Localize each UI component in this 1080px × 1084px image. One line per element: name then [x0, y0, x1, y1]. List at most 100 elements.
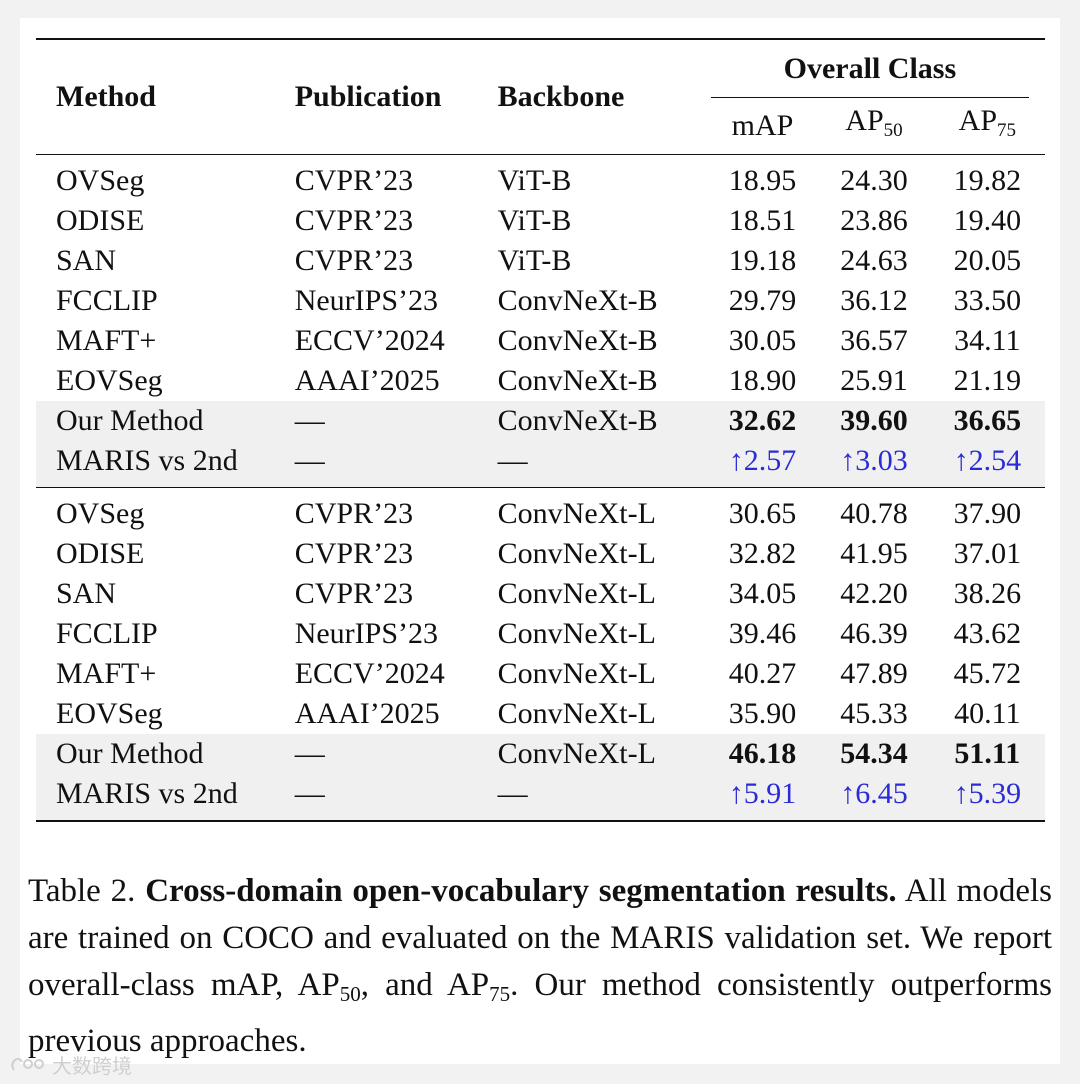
cell-ap50: 24.63 [840, 244, 908, 277]
cell-map: ↑2.57 [706, 441, 819, 488]
table-row-improvement: MARIS vs 2nd — — ↑2.57 ↑3.03 ↑2.54 [36, 441, 1045, 488]
cell-ap50: 47.89 [840, 657, 908, 690]
watermark-logo-icon [11, 1057, 44, 1071]
cell-publication: — [294, 774, 498, 821]
caption-text-1: All models are trained on COCO and evalu… [28, 873, 1052, 1003]
watermark-text: 大数跨境 [52, 1054, 132, 1078]
cell-method: ODISE [56, 537, 145, 570]
watermark: 大数跨境 [8, 1050, 132, 1079]
table-block-base: OVSeg CVPR’23 ViT-B 18.95 24.30 19.82 OD… [36, 155, 1045, 488]
table-row: SAN CVPR’23 ViT-B 19.18 24.63 20.05 [36, 241, 1045, 281]
cell-publication: — [294, 401, 498, 441]
cell-map: 30.65 [728, 497, 797, 530]
cell-ap75: 19.40 [953, 204, 1022, 237]
cell-method: MARIS vs 2nd [36, 441, 295, 488]
cell-method: SAN [56, 244, 117, 277]
header-overall-class: Overall Class [707, 39, 1045, 98]
cell-backbone: ConvNeXt-L [497, 537, 656, 570]
cell-ap75: 33.50 [953, 284, 1022, 317]
cell-backbone: ConvNeXt-B [497, 284, 658, 317]
table-row: EOVSeg AAAI’2025 ConvNeXt-L 35.90 45.33 … [36, 694, 1045, 734]
cell-map: 46.18 [706, 734, 819, 774]
cell-map: 40.27 [728, 657, 797, 690]
cell-backbone: ConvNeXt-L [497, 697, 656, 730]
cell-backbone: ConvNeXt-L [497, 734, 707, 774]
cell-ap50: 39.60 [818, 401, 930, 441]
cell-map: 32.82 [728, 537, 797, 570]
cell-method: SAN [56, 577, 117, 610]
cell-publication: ECCV’2024 [294, 324, 445, 357]
table-caption: Table 2. Cross-domain open-vocabulary se… [28, 868, 1052, 1065]
header-ap50: AP50 [818, 98, 929, 155]
cell-ap75: 19.82 [953, 164, 1022, 197]
cell-backbone: ConvNeXt-B [497, 401, 707, 441]
header-ap75: AP75 [930, 98, 1045, 155]
cell-map: 39.46 [728, 617, 797, 650]
cell-ap50: 36.57 [840, 324, 908, 357]
cell-backbone: ViT-B [497, 164, 572, 197]
cell-ap50: 45.33 [840, 697, 908, 730]
table-row: MAFT+ ECCV’2024 ConvNeXt-L 40.27 47.89 4… [36, 654, 1045, 694]
cell-map: 18.95 [728, 164, 797, 197]
cell-method: FCCLIP [56, 284, 158, 317]
cell-publication: AAAI’2025 [294, 364, 440, 397]
cell-backbone: ConvNeXt-L [497, 577, 656, 610]
caption-text-3: . Our method consistently outperforms pr… [28, 967, 1052, 1059]
cell-ap50: 41.95 [840, 537, 908, 570]
cell-ap50: 36.12 [840, 284, 908, 317]
table-row: ODISE CVPR’23 ViT-B 18.51 23.86 19.40 [36, 201, 1045, 241]
table-row: OVSeg CVPR’23 ConvNeXt-L 30.65 40.78 37.… [36, 488, 1045, 535]
header-ap75-sub: 75 [997, 120, 1017, 141]
cell-ap50: 46.39 [840, 617, 908, 650]
cell-publication: NeurIPS’23 [294, 284, 439, 317]
cell-backbone: — [497, 774, 707, 821]
cell-ap75: 20.05 [953, 244, 1022, 277]
cell-backbone: ViT-B [497, 244, 572, 277]
cell-ap75: 37.01 [953, 537, 1022, 570]
cell-method: EOVSeg [56, 364, 163, 397]
cell-map: 18.51 [728, 204, 797, 237]
cell-map: ↑5.91 [706, 774, 819, 821]
cell-publication: CVPR’23 [294, 537, 414, 570]
cell-backbone: — [497, 441, 707, 488]
table-row: EOVSeg AAAI’2025 ConvNeXt-B 18.90 25.91 … [36, 361, 1045, 401]
caption-sub-2: 75 [489, 982, 511, 1006]
cell-backbone: ConvNeXt-B [497, 324, 658, 357]
cell-ap75: 51.11 [929, 734, 1045, 774]
cell-publication: NeurIPS’23 [294, 617, 439, 650]
cell-ap75: 36.65 [929, 401, 1045, 441]
cell-map: 18.90 [728, 364, 797, 397]
cell-map: 19.18 [728, 244, 797, 277]
table-row: MAFT+ ECCV’2024 ConvNeXt-B 30.05 36.57 3… [36, 321, 1045, 361]
cell-ap75: ↑5.39 [929, 774, 1045, 821]
cell-map: 34.05 [728, 577, 797, 610]
table-row: OVSeg CVPR’23 ViT-B 18.95 24.30 19.82 [36, 155, 1045, 202]
caption-text-2: , and AP [360, 967, 490, 1003]
cell-map: 29.79 [728, 284, 797, 317]
header-overall-class-label: Overall Class [710, 41, 1029, 98]
cell-publication: — [294, 441, 498, 488]
cell-ap75: 34.11 [954, 324, 1021, 357]
cell-backbone: ConvNeXt-L [497, 617, 656, 650]
cell-backbone: ConvNeXt-B [497, 364, 658, 397]
table-header: Method Publication Backbone Overall Clas… [36, 39, 1045, 155]
cell-map: 30.05 [728, 324, 797, 357]
header-publication: Publication [294, 80, 442, 113]
caption-title: Cross-domain open-vocabulary segmentatio… [145, 873, 897, 909]
caption-label: Table 2. [28, 873, 136, 909]
cell-ap75: 38.26 [953, 577, 1022, 610]
cell-publication: CVPR’23 [294, 577, 414, 610]
cell-ap50: 54.34 [818, 734, 930, 774]
cell-ap50: 25.91 [840, 364, 908, 397]
cell-method: MAFT+ [56, 657, 157, 690]
cell-method: ODISE [56, 204, 145, 237]
cell-ap50: 42.20 [840, 577, 908, 610]
cell-method: EOVSeg [56, 697, 163, 730]
table-row-ours: Our Method — ConvNeXt-L 46.18 54.34 51.1… [36, 734, 1045, 774]
cell-ap75: 45.72 [953, 657, 1022, 690]
cell-publication: — [294, 734, 498, 774]
header-row-top: Method Publication Backbone Overall Clas… [36, 39, 1045, 113]
cell-method: Our Method [36, 401, 295, 441]
table-row-improvement: MARIS vs 2nd — — ↑5.91 ↑6.45 ↑5.39 [36, 774, 1045, 821]
cell-publication: CVPR’23 [294, 204, 414, 237]
